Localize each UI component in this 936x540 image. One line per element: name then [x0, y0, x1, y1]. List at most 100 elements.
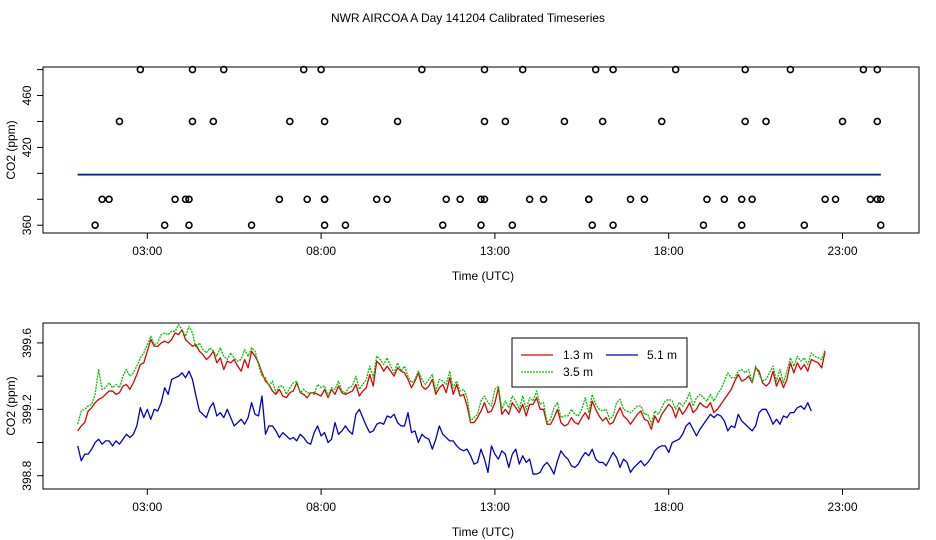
scatter-point-r0-0 [91, 221, 99, 230]
scatter-point-r2-12 [762, 117, 770, 126]
scatter-point-r0-4 [320, 221, 329, 230]
scatter-point-r2-9 [598, 117, 607, 126]
scatter-point-r1-2 [185, 195, 193, 204]
scatter-point-r4-2 [303, 195, 311, 204]
scatter-point-r0-13 [800, 221, 809, 230]
scatter-point-r4-5 [442, 195, 451, 204]
bottom-x-tick-label-4: 23:00 [828, 500, 858, 514]
scatter-point-r2-13 [838, 117, 847, 126]
scatter-point-r1-8 [525, 195, 534, 204]
top-x-tick-label-2: 13:00 [480, 244, 510, 258]
bottom-y-axis-label: CO2 (ppm) [4, 376, 18, 435]
bottom-y-axis: 398.8 399.2 399.6 [20, 328, 43, 491]
top-y-tick-label-0: 360 [20, 215, 34, 235]
scatter-point-r0-5 [341, 221, 350, 230]
scatter-point-r0-8 [508, 221, 517, 230]
scatter-point-r4-11 [748, 195, 756, 204]
scatter-point-r0-3 [247, 221, 256, 230]
scatter-point-r4-9 [640, 195, 649, 204]
scatter-point-r3-9 [609, 65, 617, 74]
series-line-3-5-m [77, 324, 826, 425]
bottom-x-axis-label: Time (UTC) [452, 525, 514, 539]
top-panel: 03:00 08:00 13:00 18:00 23:00 360 420 460 Time… [4, 65, 920, 283]
scatter-point-r1-11 [703, 195, 711, 204]
scatter-point-r3-7 [518, 65, 527, 74]
top-y-tick-label-1: 420 [20, 137, 34, 157]
scatter-point-r4-4 [372, 195, 381, 204]
scatter-point-r2-7 [501, 117, 510, 126]
scatter-point-r1-6 [456, 195, 464, 204]
scatter-point-r1-3 [275, 195, 284, 204]
legend-label-3-5m: 3.5 m [563, 365, 593, 379]
scatter-point-r0-10 [609, 221, 617, 230]
scatter-point-r2-4 [320, 117, 329, 126]
scatter-point-r1-5 [383, 195, 391, 204]
bottom-x-tick-label-1: 08:00 [306, 500, 336, 514]
scatter-point-r1-13 [831, 195, 840, 204]
scatter-point-r4-7 [539, 195, 548, 204]
scatter-point-r1-1 [171, 195, 179, 204]
scatter-point-r3-2 [219, 65, 228, 74]
top-x-tick-label-3: 18:00 [654, 244, 684, 258]
series-line-5-1-m [77, 370, 812, 475]
legend: 1.3 m 5.1 m 3.5 m [511, 337, 688, 388]
scatter-point-r4-12 [821, 195, 829, 204]
top-plot-frame [42, 66, 920, 234]
scatter-point-r1-7 [480, 195, 489, 204]
bottom-series-lines [77, 324, 826, 475]
bottom-plot-frame [42, 322, 920, 490]
scatter-point-r0-11 [699, 221, 708, 230]
scatter-point-r0-1 [160, 221, 169, 230]
bottom-y-tick-label-2: 399.6 [20, 328, 34, 358]
scatter-point-r3-5 [418, 65, 426, 74]
bottom-x-tick-label-0: 03:00 [132, 500, 162, 514]
scatter-point-r0-12 [737, 221, 746, 230]
top-x-axis: 03:00 08:00 13:00 18:00 23:00 [132, 233, 858, 258]
scatter-point-r4-13 [866, 195, 875, 204]
scatter-point-r0-14 [876, 221, 885, 230]
chart-title: NWR AIRCOA A Day 141204 Calibrated Times… [331, 11, 605, 25]
scatter-point-r4-1 [181, 195, 190, 204]
scatter-point-r0-2 [185, 221, 193, 230]
scatter-point-r2-0 [115, 117, 124, 126]
scatter-point-r2-11 [741, 117, 749, 126]
scatter-point-r1-10 [626, 195, 635, 204]
scatter-point-r4-8 [584, 195, 593, 204]
scatter-point-r3-12 [786, 65, 795, 74]
bottom-y-tick-label-0: 398.8 [20, 460, 34, 490]
top-y-axis-label: CO2 (ppm) [4, 120, 18, 179]
bottom-x-tick-label-2: 13:00 [480, 500, 510, 514]
top-x-tick-label-4: 23:00 [828, 244, 858, 258]
scatter-point-r2-10 [657, 117, 666, 126]
scatter-point-r4-10 [720, 195, 729, 204]
bottom-y-tick-label-1: 399.2 [20, 394, 34, 424]
scatter-point-r3-6 [480, 65, 489, 74]
scatter-point-r3-3 [299, 65, 308, 74]
legend-label-1-3m: 1.3 m [563, 348, 593, 362]
top-x-tick-label-1: 08:00 [306, 244, 336, 258]
scatter-point-r4-0 [98, 195, 106, 204]
top-x-axis-label: Time (UTC) [452, 269, 514, 283]
scatter-point-r2-5 [393, 117, 402, 126]
legend-label-5-1m: 5.1 m [647, 348, 677, 362]
scatter-point-r2-3 [286, 117, 294, 126]
scatter-point-r3-13 [859, 65, 868, 74]
scatter-point-r0-6 [438, 221, 447, 230]
bottom-x-tick-label-3: 18:00 [654, 500, 684, 514]
scatter-point-r0-7 [477, 221, 485, 230]
scatter-point-r3-14 [873, 65, 882, 74]
top-y-tick-label-2: 460 [20, 85, 34, 105]
top-x-tick-label-0: 03:00 [132, 244, 162, 258]
bottom-x-axis: 03:00 08:00 13:00 18:00 23:00 [132, 489, 858, 514]
scatter-point-r2-1 [188, 117, 197, 126]
scatter-point-r1-14 [873, 195, 882, 204]
legend-box [511, 337, 688, 388]
scatter-point-r3-11 [741, 65, 749, 74]
scatter-point-r1-12 [737, 195, 746, 204]
scatter-point-r3-0 [136, 65, 145, 74]
scatter-point-r4-3 [320, 195, 329, 204]
scatter-point-r4-14 [876, 195, 885, 204]
scatter-point-r3-1 [188, 65, 197, 74]
bottom-panel: 03:00 08:00 13:00 18:00 23:00 398.8 399.2 399.… [4, 322, 920, 539]
